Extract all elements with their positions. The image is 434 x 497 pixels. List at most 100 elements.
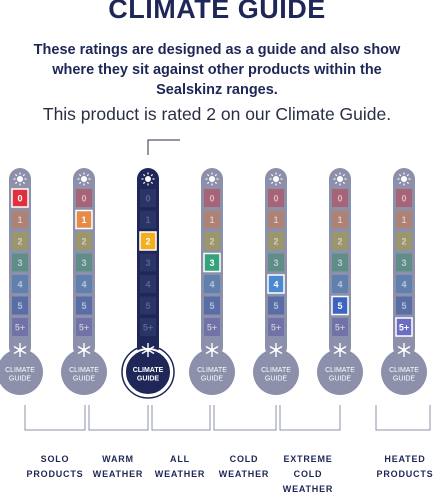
scale-label: 3: [401, 258, 406, 268]
scale-label: 1: [273, 215, 278, 225]
scale-label: 0: [145, 193, 150, 203]
scale-label: 2: [145, 236, 150, 246]
scale-label: 3: [209, 258, 214, 268]
scale-label: 2: [337, 236, 342, 246]
bulb-label: GUIDE: [73, 375, 96, 382]
sun-ray: [406, 181, 410, 185]
scale-label: 5: [337, 301, 342, 311]
scale-cell: [396, 253, 412, 272]
sun-ray: [86, 173, 90, 177]
bulb-label: CLIMATE: [261, 367, 291, 374]
scale-label: 4: [17, 279, 22, 289]
scale-label: 5+: [399, 322, 409, 332]
scale-cell: [268, 210, 284, 229]
scale-cell: [204, 275, 220, 293]
scale-cell: [332, 318, 348, 336]
sun-ray: [206, 181, 210, 185]
scale-cell: [76, 296, 92, 315]
bulb-label: CLIMATE: [197, 367, 227, 374]
scale-label: 2: [273, 236, 278, 246]
sun-ray: [22, 181, 26, 185]
scale-label: 0: [81, 193, 86, 203]
scale-cell-highlighted: [75, 209, 93, 230]
scale-cell: [332, 210, 348, 229]
thermometer-bulb: [253, 349, 299, 395]
scale-label: 1: [337, 215, 342, 225]
scale-cell: [396, 275, 412, 293]
sun-ray: [342, 181, 346, 185]
scale-label: 5: [81, 301, 86, 311]
scale-cell: [332, 275, 348, 293]
scale-label: 3: [81, 258, 86, 268]
scale-label: 4: [81, 279, 86, 289]
snowflake-center: [18, 348, 22, 352]
scale-label: 1: [209, 215, 214, 225]
snowflake-center: [402, 348, 406, 352]
sun-ray: [342, 173, 346, 177]
scale-cell: [140, 275, 156, 293]
scale-cell: [396, 210, 412, 229]
scale-cell: [12, 253, 28, 272]
scale-label: 0: [401, 193, 406, 203]
sun-icon: [17, 176, 23, 182]
scale-cell: [204, 318, 220, 336]
category-label: COLD WEATHER: [218, 454, 270, 479]
thermometer-bulb: [0, 349, 43, 395]
scale-cell: [396, 296, 412, 315]
bracket: [151, 405, 211, 431]
sun-ray: [78, 181, 82, 185]
scale-label: 2: [209, 236, 214, 246]
scale-label: 5+: [15, 322, 25, 332]
scale-cell-highlighted: [11, 188, 29, 208]
sun-icon: [81, 176, 87, 182]
scale-cell-highlighted: [139, 231, 157, 251]
category-label: ALL WEATHER: [154, 454, 206, 479]
scale-cell: [268, 253, 284, 272]
sun-ray: [78, 173, 82, 177]
scale-cell: [140, 253, 156, 272]
bulb-label: CLIMATE: [5, 367, 35, 374]
sun-icon: [337, 176, 343, 182]
sun-ray: [14, 173, 18, 177]
scale-label: 1: [81, 215, 86, 225]
scale-cell: [140, 318, 156, 336]
sun-icon: [401, 176, 407, 182]
scale-label: 5+: [207, 322, 217, 332]
sun-ray: [398, 173, 402, 177]
thermometer-bulb: [61, 349, 107, 395]
bracket: [88, 405, 149, 431]
sun-ray: [214, 181, 218, 185]
scale-label: 4: [337, 279, 342, 289]
sun-ray: [14, 181, 18, 185]
sun-ray: [22, 173, 26, 177]
scale-label: 0: [17, 193, 22, 203]
sun-ray: [214, 173, 218, 177]
scale-cell: [12, 210, 28, 229]
scale-cell-highlighted: [331, 295, 349, 316]
sun-ray: [142, 181, 146, 185]
thermometer-bulb: [189, 349, 235, 395]
sun-icon: [209, 176, 215, 182]
scale-label: 0: [273, 193, 278, 203]
scale-label: 5: [17, 301, 22, 311]
description: These ratings are designed as a guide an…: [33, 42, 401, 98]
scale-cell: [268, 318, 284, 336]
snowflake-center: [146, 348, 150, 352]
sun-ray: [334, 181, 338, 185]
sun-ray: [406, 173, 410, 177]
scale-cell: [140, 210, 156, 229]
snowflake-center: [82, 348, 86, 352]
scale-cell: [76, 275, 92, 293]
sun-ray: [206, 173, 210, 177]
scale-cell: [396, 232, 412, 250]
bulb-label: GUIDE: [201, 375, 224, 382]
scale-label: 2: [401, 236, 406, 246]
sun-ray: [150, 181, 154, 185]
scale-label: 1: [145, 215, 150, 225]
scale-label: 3: [17, 258, 22, 268]
scale-label: 4: [209, 279, 214, 289]
scale-cell-highlighted: [395, 317, 413, 337]
pointer: [147, 139, 180, 155]
scale-label: 1: [401, 215, 406, 225]
thermometer-bulb: [381, 349, 427, 395]
